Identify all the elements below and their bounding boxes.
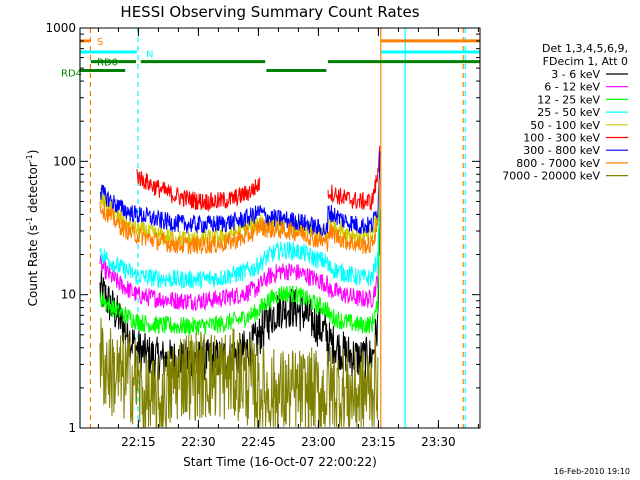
legend-header-2: FDecim 1, Att 0 (543, 55, 628, 68)
y-axis-label-mid: detector (26, 162, 40, 217)
x-tick-label-0: 22:15 (121, 435, 156, 449)
legend: Det 1,3,4,5,6,9, FDecim 1, Att 0 3 - 6 k… (502, 42, 628, 183)
x-tick-label-1: 22:30 (181, 435, 216, 449)
series-6-12-kev (99, 178, 381, 312)
status-label-rd4: RD4 (61, 69, 82, 80)
status-label-n: N (146, 50, 153, 61)
y-tick-label-2: 100 (53, 154, 76, 168)
plot-frame (79, 27, 481, 429)
x-axis-label: Start Time (16-Oct-07 22:00:22) (183, 455, 377, 469)
y-axis-label-main: Count Rate (s (26, 225, 40, 307)
chart-title: HESSI Observing Summary Count Rates (120, 3, 419, 21)
footer-timestamp: 16-Feb-2010 19:10 (554, 467, 630, 476)
legend-label-25-50-kev: 25 - 50 keV (537, 106, 600, 119)
legend-label-50-100-kev: 50 - 100 keV (530, 119, 600, 132)
axes-ticks: 22:15 22:30 22:45 23:00 23:15 23:30 1 10 100 1000 (45, 21, 480, 449)
series-300-800-kev (99, 151, 381, 238)
series-800-7000-kev (99, 178, 381, 255)
y-tick-label-3: 1000 (45, 21, 76, 35)
series-12-25-kev (99, 208, 381, 336)
y-axis-label-end: ) (26, 150, 40, 155)
status-flag-bars: S N RD0 RD4 (61, 37, 480, 80)
x-tick-label-5: 23:30 (421, 435, 456, 449)
legend-label-7000-20000-kev: 7000 - 20000 keV (502, 170, 600, 183)
y-tick-label-1: 10 (61, 288, 76, 302)
x-tick-label-4: 23:15 (361, 435, 396, 449)
status-label-rd0: RD0 (97, 58, 118, 69)
legend-header-1: Det 1,3,4,5,6,9, (542, 42, 628, 55)
x-tick-label-2: 22:45 (241, 435, 276, 449)
y-axis-label-sup2: -1 (25, 154, 34, 162)
y-axis-label: Count Rate (s-1 detector-1) (25, 150, 40, 307)
series-25-50-kev (99, 161, 381, 289)
status-label-s: S (97, 37, 103, 48)
series-7000-20000-kev (99, 317, 379, 428)
legend-label-300-800-kev: 300 - 800 keV (523, 144, 600, 157)
y-tick-label-0: 1 (68, 421, 76, 435)
series-100-300-kev-b (327, 145, 381, 211)
legend-label-3-6-kev: 3 - 6 keV (551, 68, 600, 81)
count-rate-series (99, 145, 381, 428)
legend-label-6-12-kev: 6 - 12 keV (544, 81, 600, 94)
legend-label-800-7000-kev: 800 - 7000 keV (516, 157, 600, 170)
y-axis-label-sup1: -1 (25, 217, 34, 225)
legend-label-12-25-kev: 12 - 25 keV (537, 93, 600, 106)
x-tick-label-3: 23:00 (301, 435, 336, 449)
series-100-300-kev (136, 169, 261, 213)
legend-label-100-300-kev: 100 - 300 keV (523, 132, 600, 145)
